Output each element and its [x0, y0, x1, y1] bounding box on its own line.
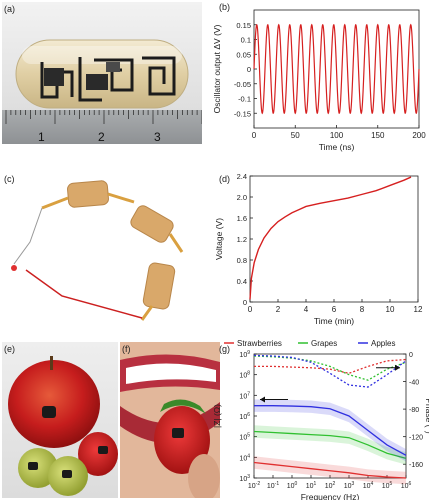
ruler: [2, 110, 202, 144]
x-tick-label: 50: [291, 131, 300, 140]
y-right-tick-label: -80: [409, 407, 419, 414]
x-axis-label: Frequency (Hz): [301, 492, 360, 500]
x-axis-label: Time (ns): [319, 142, 355, 152]
phase-line-strawberries: [254, 358, 407, 374]
y-axis-label: Oscillator output ΔV (V): [212, 24, 222, 113]
voltage-series-line: [249, 176, 412, 300]
x-tick-label: 12: [414, 305, 423, 314]
x-tick-label: 6: [332, 305, 337, 314]
x-tick-label: 102: [325, 481, 336, 490]
ruler-mark-1: 1: [38, 130, 45, 144]
y-tick-label: 106: [239, 412, 250, 421]
ruler-mark-2: 2: [98, 130, 105, 144]
panel-label-g: (g): [219, 344, 230, 354]
y-tick-label: 109: [239, 350, 250, 359]
x-tick-label: 100: [330, 131, 344, 140]
legend-label-apples: Apples: [371, 339, 395, 348]
oscillator-series-line: [253, 23, 420, 115]
x-tick-label: 150: [371, 131, 385, 140]
x-tick-label: 106: [401, 481, 412, 490]
y-tick-label: 107: [239, 391, 250, 400]
panel-label-e: (e): [4, 344, 15, 354]
legend-label-grapes: Grapes: [311, 339, 337, 348]
y-tick-label: 0.15: [236, 21, 251, 30]
oscillator-chart: 0 50 100 150 200 -0.15 -0.1 -0.05 0 0.05 0.1 0.15 Ti…: [212, 9, 426, 152]
y-tick-label: -0.1: [238, 95, 251, 104]
y-tick-label: 0.8: [237, 256, 247, 265]
y-tick-label: 0: [243, 298, 247, 307]
panel-label-a: (a): [4, 4, 15, 14]
phase-line-apples: [253, 354, 407, 388]
arrow-left-head: [260, 396, 265, 403]
z-line-grapes: [253, 430, 407, 459]
y-axis-label: |Z| (Ω): [212, 404, 222, 428]
voltage-chart: 0 2 4 6 8 10 12 0 0.4 0.8 1.2 1.6 2.0 2.4 Time (min) Vo…: [214, 172, 423, 326]
fruit-illustration: [8, 356, 118, 496]
x-tick-label: 100: [287, 481, 298, 490]
battery-illustration: [11, 180, 184, 321]
panel-label-f: (f): [122, 344, 131, 354]
y-right-tick-label: 0: [409, 352, 413, 359]
y-tick-label: 108: [239, 371, 250, 380]
x-tick-label: 4: [304, 305, 309, 314]
x-tick-label: 0: [248, 305, 253, 314]
x-tick-label: 10-2: [248, 481, 260, 490]
capsule-illustration: [2, 39, 202, 144]
y-right-tick-label: -120: [409, 435, 423, 442]
y-right-axis-label: Phase (°): [424, 398, 429, 434]
bite-illustration: [120, 342, 220, 498]
x-axis-label: Time (min): [314, 316, 354, 326]
fruit-photo: [2, 342, 118, 498]
x-tick-label: 105: [382, 481, 393, 490]
x-tick-label: 2: [276, 305, 281, 314]
plot-frame: [249, 175, 419, 303]
y-tick-label: 1.6: [237, 214, 247, 223]
y-tick-label: -0.05: [234, 80, 251, 89]
y-right-tick-label: -40: [409, 380, 419, 387]
y-tick-label: -0.15: [234, 109, 251, 118]
panel-label-c: (c): [4, 174, 15, 184]
z-band-grapes: [254, 425, 406, 465]
impedance-chart: Strawberries Grapes Apples 10-2 10-1 100 101 10…: [212, 339, 429, 500]
y-tick-label: 104: [239, 453, 250, 462]
y-tick-label: 0: [247, 65, 251, 74]
arrow-right-head: [395, 364, 400, 371]
z-line-strawberries: [253, 461, 407, 479]
x-tick-label: 101: [306, 481, 317, 490]
x-tick-label: 8: [360, 305, 365, 314]
capsule-photo: [2, 2, 202, 144]
y-tick-label: 2.0: [237, 193, 247, 202]
bite-photo: [120, 342, 220, 498]
y-tick-label: 1.2: [237, 235, 247, 244]
y-tick-label: 0.05: [236, 50, 251, 59]
y-tick-label: 105: [239, 433, 250, 442]
panel-label-b: (b): [219, 2, 230, 12]
y-right-tick-label: -160: [409, 462, 423, 469]
phase-line-grapes: [253, 355, 407, 381]
panel-label-d: (d): [219, 174, 230, 184]
z-line-apples: [254, 405, 407, 456]
x-tick-label: 200: [412, 131, 426, 140]
battery-photo: [2, 172, 202, 325]
y-tick-label: 103: [239, 474, 250, 483]
ruler-mark-3: 3: [154, 130, 161, 144]
y-axis-label: Voltage (V): [214, 218, 224, 260]
x-tick-label: 10: [386, 305, 395, 314]
y-tick-label: 0.4: [237, 277, 247, 286]
x-tick-label: 104: [363, 481, 374, 490]
y-tick-label: 0.1: [241, 36, 251, 45]
x-tick-label: 10-1: [267, 481, 279, 490]
x-tick-label: 0: [252, 131, 257, 140]
ruler-ticks: [5, 110, 202, 124]
legend-label-strawberries: Strawberries: [237, 339, 282, 348]
y-tick-label: 2.4: [237, 172, 247, 181]
x-tick-label: 103: [344, 481, 355, 490]
